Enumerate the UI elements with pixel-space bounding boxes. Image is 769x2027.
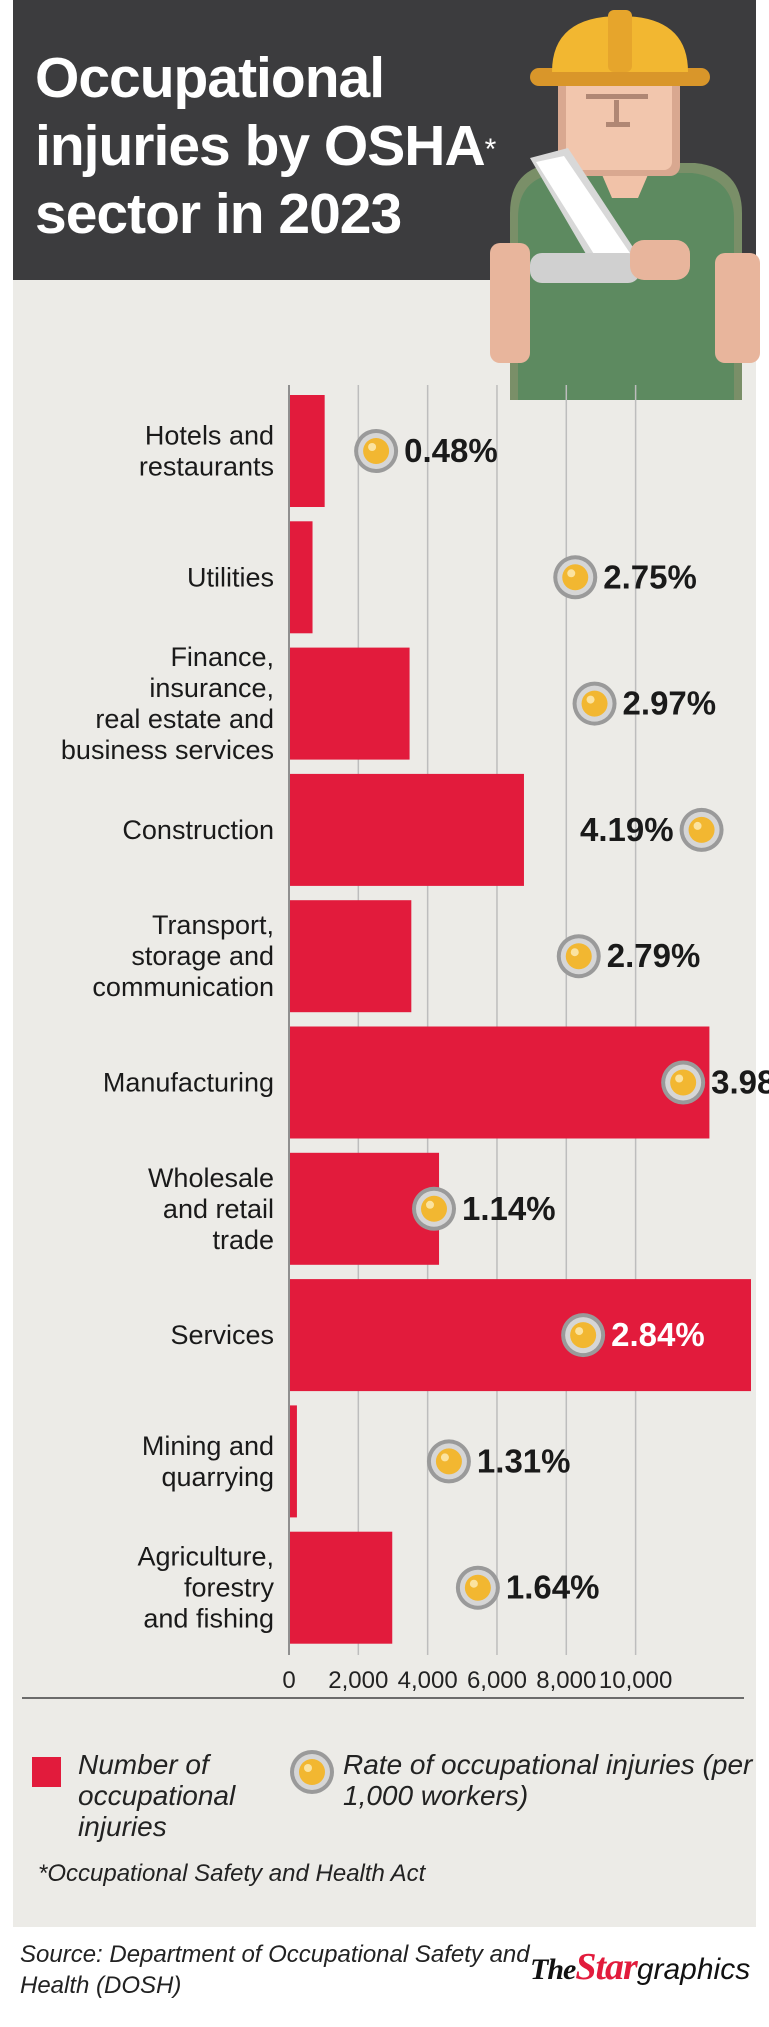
category-label: restaurants: [139, 452, 274, 482]
rate-marker-icon: [426, 1439, 471, 1484]
category-label: forestry: [184, 1573, 275, 1603]
legend-count-swatch: [32, 1757, 61, 1787]
title-line-1: Occupational: [35, 46, 385, 110]
rate-marker-icon: [455, 1565, 500, 1610]
category-label: Utilities: [187, 562, 274, 592]
category-label: trade: [212, 1225, 274, 1255]
title-line-3: sector in 2023: [35, 182, 402, 246]
category-label: Mining and: [142, 1431, 274, 1461]
rate-marker-icon: [561, 1313, 606, 1358]
category-label: storage and: [131, 941, 274, 971]
legend-rate-marker-icon: [290, 1750, 334, 1794]
category-label: Manufacturing: [103, 1068, 274, 1098]
bar: [290, 773, 524, 886]
rate-label: 4.19%: [580, 811, 674, 848]
x-axis-ticks: 0 2,000 4,000 6,000 8,000 10,000: [282, 1667, 672, 1694]
category-label: business services: [61, 735, 274, 765]
rate-marker-icon: [553, 555, 598, 600]
category-label: Agriculture,: [137, 1542, 274, 1572]
rate-marker-icon: [412, 1186, 457, 1231]
rate-label: 2.97%: [623, 685, 717, 722]
category-label: communication: [92, 972, 274, 1002]
title-line-2-text: injuries by OSHA: [35, 114, 486, 178]
x-tick-label: 0: [282, 1667, 295, 1694]
rate-label: 3.98%: [711, 1064, 769, 1101]
category-label: Transport,: [152, 910, 274, 940]
rate-label: 0.48%: [404, 432, 498, 469]
brand-the: The: [530, 1953, 576, 1986]
hard-hat-icon: [530, 10, 710, 86]
bar: [290, 1405, 297, 1518]
category-label: Services: [170, 1320, 274, 1350]
x-tick-label: 2,000: [328, 1667, 388, 1694]
rate-marker-icon: [556, 934, 601, 979]
chart-grid: [288, 385, 637, 1655]
footnote: *Occupational Safety and Health Act: [38, 1860, 426, 1887]
bar: [290, 395, 325, 507]
x-tick-label: 10,000: [599, 1667, 672, 1694]
category-label: Construction: [122, 815, 274, 845]
source-note: Source: Department of Occupational Safet…: [20, 1941, 530, 1999]
bar: [290, 521, 313, 634]
category-label: Finance,: [170, 642, 274, 672]
rate-label: 1.14%: [462, 1190, 556, 1227]
category-label: and fishing: [143, 1604, 274, 1634]
worker-hands: [490, 240, 760, 363]
x-tick-label: 4,000: [398, 1667, 458, 1694]
legend-divider: [22, 1697, 744, 1699]
rate-marker-icon: [679, 807, 724, 852]
injured-worker-illustration: [490, 10, 760, 400]
rate-label: 2.84%: [611, 1316, 705, 1353]
category-label: Hotels and: [145, 421, 274, 451]
brand-graphics: graphics: [636, 1953, 751, 1986]
title-line-2: injuries by OSHA*: [35, 112, 497, 180]
x-tick-label: 6,000: [467, 1667, 527, 1694]
legend-count-label: Number of occupational injuries: [78, 1749, 236, 1842]
category-label: and retail: [163, 1194, 274, 1224]
rate-label: 2.75%: [603, 558, 697, 595]
page-title: Occupational injuries by OSHA* sector in…: [35, 44, 497, 248]
arm-sling: [530, 148, 640, 283]
bar: [290, 1531, 393, 1644]
rate-marker-icon: [661, 1060, 706, 1105]
bar: [290, 1279, 751, 1392]
category-label: real estate and: [95, 704, 274, 734]
legend-rate-label: Rate of occupational injuries (per 1,000…: [343, 1749, 753, 1811]
bar-series: [290, 395, 751, 1644]
x-tick-label: 8,000: [536, 1667, 596, 1694]
brand-star: Star: [575, 1946, 637, 1988]
rate-label: 1.31%: [477, 1442, 571, 1479]
category-label: Wholesale: [148, 1163, 274, 1193]
rate-marker-icon: [354, 429, 399, 473]
rate-marker-icon: [572, 681, 617, 726]
bar: [290, 1026, 710, 1139]
title-asterisk: *: [484, 133, 497, 166]
rate-label: 1.64%: [506, 1569, 600, 1606]
category-label: insurance,: [149, 673, 274, 703]
category-label: quarrying: [161, 1462, 274, 1492]
rate-label: 2.79%: [607, 937, 701, 974]
bar: [290, 900, 412, 1013]
brand-logo: TheStargraphics: [530, 1945, 750, 1989]
rate-series: 0.48% 2.75% 2.97% 4.19% 2.79% 3.98% 1.14% 2.84%…: [354, 429, 769, 1610]
bar: [290, 647, 410, 760]
